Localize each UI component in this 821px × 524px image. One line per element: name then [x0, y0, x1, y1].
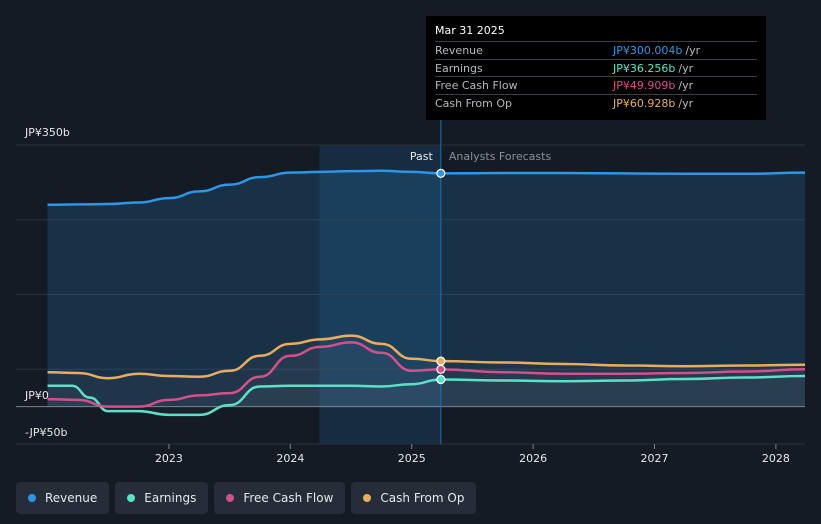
legend-label: Free Cash Flow [243, 491, 334, 505]
tooltip-unit: /yr [685, 44, 701, 57]
y-axis-top-label: JP¥350b [24, 126, 70, 139]
y-axis-zero-label: JP¥0 [24, 389, 49, 402]
tooltip-unit: /yr [678, 61, 694, 75]
tooltip-label: Earnings [435, 61, 483, 75]
tooltip-row-free-cash-flow: Free Cash Flow JP¥49.909b/yr [435, 76, 757, 94]
forecast-label: Analysts Forecasts [449, 150, 552, 163]
highlight-point-revenue[interactable] [436, 168, 446, 179]
series-lines [47, 169, 806, 417]
tooltip-row-earnings: Earnings JP¥36.256b/yr [435, 58, 757, 77]
legend-label: Earnings [144, 491, 197, 505]
series-line-earnings [47, 374, 806, 417]
past-label: Past [410, 150, 434, 163]
tooltip-row-revenue: Revenue JP¥300.004b/yr [435, 41, 757, 59]
legend-label: Revenue [45, 491, 98, 505]
legend-dot-icon [363, 494, 372, 502]
x-tick-label: 2023 [155, 452, 183, 465]
tooltip-value: JP¥60.928b [613, 96, 676, 110]
series-line-free-cash-flow [47, 341, 806, 408]
legend-dot-icon [127, 494, 136, 502]
x-tick-label: 2024 [276, 452, 304, 465]
legend-item-cash-from-op[interactable]: Cash From Op [351, 482, 477, 514]
tooltip-unit: /yr [678, 79, 694, 92]
x-tick-label: 2027 [640, 452, 668, 465]
tooltip-label: Revenue [435, 44, 483, 57]
x-tick-label: 2025 [398, 452, 426, 465]
tooltip-row-cash-from-op: Cash From Op JP¥60.928b/yr [435, 93, 757, 112]
gridlines [16, 144, 805, 445]
tooltip-unit: /yr [678, 96, 694, 110]
legend-item-free-cash-flow[interactable]: Free Cash Flow [214, 482, 346, 514]
legend-item-earnings[interactable]: Earnings [115, 482, 209, 514]
series-line-cash-from-op [47, 334, 806, 380]
highlight-points [436, 168, 446, 385]
legend-label: Cash From Op [380, 491, 465, 505]
tooltip: Mar 31 2025 Revenue JP¥300.004b/yr Earni… [426, 16, 766, 120]
highlight-point-free-cash-flow[interactable] [436, 364, 446, 374]
tooltip-date: Mar 31 2025 [435, 24, 505, 37]
tooltip-label: Cash From Op [435, 96, 513, 110]
series-fill-free-cash-flow [47, 342, 806, 407]
tooltip-value: JP¥36.256b [613, 61, 676, 75]
x-axis-ticks: 2023 2024 2025 2026 2027 2028 [155, 444, 790, 465]
x-tick-label: 2026 [519, 452, 547, 465]
highlight-point-earnings[interactable] [436, 374, 446, 385]
highlight-point-cash-from-op[interactable] [436, 356, 446, 366]
tooltip-value: JP¥49.909b [613, 79, 676, 92]
series-fill-earnings [47, 375, 806, 415]
legend-item-revenue[interactable]: Revenue [16, 482, 110, 514]
tooltip-label: Free Cash Flow [435, 79, 518, 92]
series-line-revenue [47, 169, 806, 207]
legend-dot-icon [226, 494, 235, 502]
y-axis-bottom-label: -JP¥50b [25, 426, 67, 439]
series-fill-revenue [47, 170, 806, 407]
x-tick-label: 2028 [762, 452, 790, 465]
legend-dot-icon [28, 494, 36, 502]
legend: Revenue Earnings Free Cash Flow Cash Fro… [16, 482, 477, 514]
tooltip-value: JP¥300.004b [613, 44, 683, 57]
